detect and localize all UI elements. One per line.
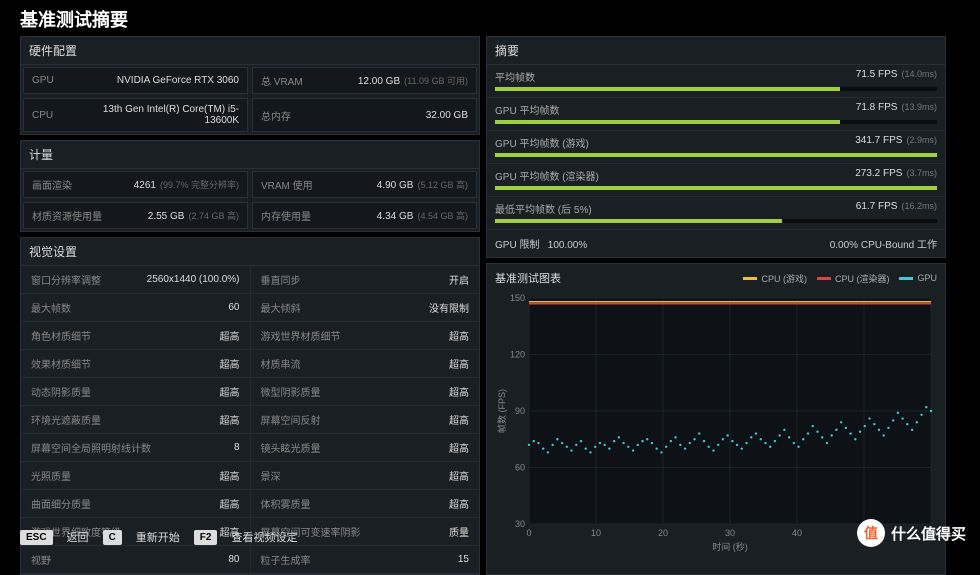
setting-cell[interactable]: 窗口分辨率调整2560x1440 (100.0%) <box>21 266 251 293</box>
summary-panel: 摘要 平均帧数71.5 FPS(14.0ms)GPU 平均帧数71.8 FPS(… <box>486 36 946 258</box>
benchmark-chart: 3060901201500102030405060时间 (秒)帧数 (FPS) <box>495 292 937 552</box>
cpu-cell: CPU13th Gen Intel(R) Core(TM) i5-13600K <box>23 98 248 132</box>
setting-cell[interactable]: 环境光遮蔽质量超高 <box>21 406 251 433</box>
footer-hints: ESC返回 C重新开始 F2查看视频设定 <box>20 529 297 545</box>
setting-row: 环境光遮蔽质量超高屏幕空间反射超高 <box>21 406 479 434</box>
hardware-panel: 硬件配置 GPUNVIDIA GeForce RTX 3060 总 VRAM12… <box>20 36 480 135</box>
metrics-panel: 计量 画面渲染4261(99.7% 完整分辨率) VRAM 使用4.90 GB(… <box>20 140 480 232</box>
ram-cell: 总内存32.00 GB <box>252 98 477 132</box>
right-col: 摘要 平均帧数71.5 FPS(14.0ms)GPU 平均帧数71.8 FPS(… <box>486 36 946 575</box>
setting-row: 角色材质细节超高游戏世界材质细节超高 <box>21 322 479 350</box>
setting-cell[interactable]: 光照质量超高 <box>21 462 251 489</box>
svg-text:60: 60 <box>515 463 525 473</box>
main: 硬件配置 GPUNVIDIA GeForce RTX 3060 总 VRAM12… <box>0 36 980 575</box>
svg-text:时间 (秒): 时间 (秒) <box>712 541 748 552</box>
vram-cell: 总 VRAM12.00 GB(11.09 GB 可用) <box>252 67 477 94</box>
page-title: 基准测试摘要 <box>0 0 980 36</box>
svg-text:120: 120 <box>510 350 525 360</box>
setting-cell[interactable]: 微型阴影质量超高 <box>251 378 480 405</box>
settings-panel: 视觉设置 窗口分辨率调整2560x1440 (100.0%)垂直同步开启最大帧数… <box>20 237 480 575</box>
render-cell: 画面渲染4261(99.7% 完整分辨率) <box>23 171 248 198</box>
c-key[interactable]: C <box>103 530 122 545</box>
setting-cell[interactable]: 角色材质细节超高 <box>21 322 251 349</box>
svg-text:40: 40 <box>792 528 802 538</box>
memuse-cell: 内存使用量4.34 GB(4.54 GB 高) <box>252 202 477 229</box>
setting-cell[interactable]: 游戏世界材质细节超高 <box>251 322 480 349</box>
summary-bar: GPU 平均帧数 (游戏)341.7 FPS(2.9ms) <box>487 131 945 164</box>
svg-text:150: 150 <box>510 293 525 303</box>
setting-row: 动态阴影质量超高微型阴影质量超高 <box>21 378 479 406</box>
setting-row: 曲面细分质量超高体积雾质量超高 <box>21 490 479 518</box>
setting-cell[interactable]: 垂直同步开启 <box>251 266 480 293</box>
setting-cell[interactable]: 视野80 <box>21 546 251 573</box>
esc-key[interactable]: ESC <box>20 530 53 545</box>
legend-item: CPU (渲染器) <box>817 272 890 285</box>
summary-bar: 平均帧数71.5 FPS(14.0ms) <box>487 65 945 98</box>
svg-text:30: 30 <box>725 528 735 538</box>
setting-cell[interactable]: 材质串流超高 <box>251 350 480 377</box>
left-col: 硬件配置 GPUNVIDIA GeForce RTX 3060 总 VRAM12… <box>20 36 480 575</box>
vramuse-cell: VRAM 使用4.90 GB(5.12 GB 高) <box>252 171 477 198</box>
summary-bar: GPU 平均帧数 (渲染器)273.2 FPS(3.7ms) <box>487 164 945 197</box>
setting-cell[interactable]: 动态阴影质量超高 <box>21 378 251 405</box>
setting-row: 光照质量超高景深超高 <box>21 462 479 490</box>
setting-cell[interactable]: 体积雾质量超高 <box>251 490 480 517</box>
gpu-cell: GPUNVIDIA GeForce RTX 3060 <box>23 67 248 94</box>
summary-bar: GPU 平均帧数71.8 FPS(13.9ms) <box>487 98 945 131</box>
setting-row: 视野80粒子生成率15 <box>21 546 479 574</box>
summary-bar: 最低平均帧数 (后 5%)61.7 FPS(16.2ms) <box>487 197 945 230</box>
metrics-title: 计量 <box>21 141 479 169</box>
setting-row: 窗口分辨率调整2560x1440 (100.0%)垂直同步开启 <box>21 266 479 294</box>
watermark-logo: 值 什么值得买 <box>857 519 966 547</box>
setting-cell[interactable]: 效果材质细节超高 <box>21 350 251 377</box>
setting-cell[interactable]: 景深超高 <box>251 462 480 489</box>
chart-title: 基准测试图表 <box>495 270 561 286</box>
setting-cell[interactable]: 屏幕空间全局照明射线计数8 <box>21 434 251 461</box>
settings-title: 视觉设置 <box>21 238 479 266</box>
setting-row: 屏幕空间全局照明射线计数8镜头眩光质量超高 <box>21 434 479 462</box>
legend-item: CPU (游戏) <box>743 272 807 285</box>
gpu-limit-row: GPU 限制 100.00%0.00% CPU-Bound 工作 <box>487 230 945 257</box>
svg-text:30: 30 <box>515 519 525 529</box>
svg-text:20: 20 <box>658 528 668 538</box>
setting-cell[interactable]: 屏幕空间反射超高 <box>251 406 480 433</box>
svg-text:0: 0 <box>526 528 531 538</box>
setting-cell[interactable]: 最大帧数60 <box>21 294 251 321</box>
hardware-title: 硬件配置 <box>21 37 479 65</box>
svg-text:90: 90 <box>515 406 525 416</box>
summary-title: 摘要 <box>487 37 945 65</box>
setting-cell[interactable]: 粒子生成率15 <box>251 546 480 573</box>
legend-item: GPU <box>899 272 937 285</box>
setting-row: 效果材质细节超高材质串流超高 <box>21 350 479 378</box>
tex-cell: 材质资源使用量2.55 GB(2.74 GB 高) <box>23 202 248 229</box>
svg-text:帧数 (FPS): 帧数 (FPS) <box>496 389 507 433</box>
setting-cell[interactable]: 镜头眩光质量超高 <box>251 434 480 461</box>
chart-legend: CPU (游戏) CPU (渲染器) GPU <box>743 272 937 285</box>
setting-cell[interactable]: 曲面细分质量超高 <box>21 490 251 517</box>
svg-text:10: 10 <box>591 528 601 538</box>
f2-key[interactable]: F2 <box>194 530 218 545</box>
setting-cell[interactable]: 最大倾斜没有限制 <box>251 294 480 321</box>
setting-row: 最大帧数60最大倾斜没有限制 <box>21 294 479 322</box>
